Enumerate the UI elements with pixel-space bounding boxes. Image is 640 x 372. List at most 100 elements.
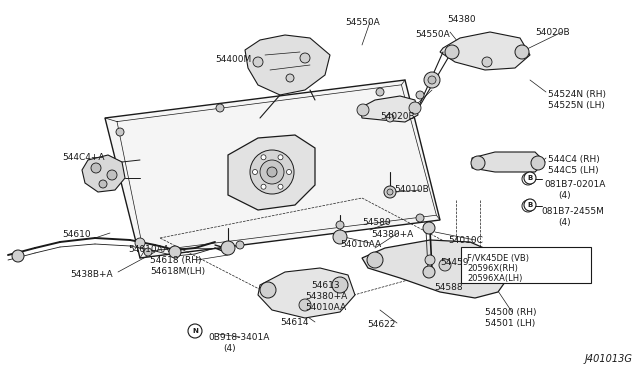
Circle shape — [12, 250, 24, 262]
Circle shape — [107, 170, 117, 180]
Circle shape — [333, 230, 347, 244]
Text: 54400M: 54400M — [215, 55, 252, 64]
Text: F/VK45DE (VB): F/VK45DE (VB) — [467, 254, 529, 263]
Circle shape — [261, 155, 266, 160]
Circle shape — [423, 266, 435, 278]
Circle shape — [425, 255, 435, 265]
Circle shape — [250, 150, 294, 194]
Circle shape — [260, 282, 276, 298]
Text: 544C4 (RH): 544C4 (RH) — [548, 155, 600, 164]
Text: B: B — [527, 202, 532, 208]
Text: 54380+A: 54380+A — [305, 292, 348, 301]
Text: 54580: 54580 — [362, 218, 390, 227]
Circle shape — [384, 186, 396, 198]
Circle shape — [424, 72, 440, 88]
Text: 54550A: 54550A — [415, 30, 450, 39]
Text: 54610: 54610 — [62, 230, 91, 239]
Circle shape — [525, 176, 531, 182]
Text: 54524N (RH): 54524N (RH) — [548, 90, 606, 99]
Circle shape — [482, 57, 492, 67]
Circle shape — [188, 324, 202, 338]
Text: N: N — [192, 328, 198, 334]
Circle shape — [336, 221, 344, 229]
Polygon shape — [472, 152, 545, 172]
Text: 54010AA: 54010AA — [128, 245, 169, 254]
Circle shape — [267, 167, 277, 177]
FancyBboxPatch shape — [461, 247, 591, 283]
Text: 54622: 54622 — [367, 320, 396, 329]
Circle shape — [260, 160, 284, 184]
Text: 54380: 54380 — [447, 15, 476, 24]
Text: 54550A: 54550A — [345, 18, 380, 27]
Text: 54380+A: 54380+A — [371, 230, 413, 239]
Circle shape — [253, 57, 263, 67]
Circle shape — [531, 156, 545, 170]
Text: 54010C: 54010C — [448, 236, 483, 245]
Circle shape — [236, 241, 244, 249]
Polygon shape — [245, 35, 330, 95]
Circle shape — [332, 277, 348, 293]
Text: J401013G: J401013G — [584, 354, 632, 364]
Circle shape — [253, 170, 257, 174]
Polygon shape — [440, 32, 530, 70]
Circle shape — [525, 203, 531, 208]
Circle shape — [91, 163, 101, 173]
Text: (4): (4) — [558, 191, 571, 200]
Circle shape — [524, 199, 536, 211]
Circle shape — [286, 74, 294, 82]
Text: 54020B: 54020B — [535, 28, 570, 37]
Circle shape — [416, 214, 424, 222]
Text: 20596XA(LH): 20596XA(LH) — [467, 274, 522, 283]
Text: 20596X(RH): 20596X(RH) — [467, 264, 518, 273]
Circle shape — [524, 172, 536, 184]
Circle shape — [515, 45, 529, 59]
Text: 54588: 54588 — [434, 283, 463, 292]
Text: 54010AA: 54010AA — [340, 240, 381, 249]
Polygon shape — [360, 96, 418, 122]
Circle shape — [367, 252, 383, 268]
Text: (4): (4) — [558, 218, 571, 227]
Circle shape — [409, 102, 421, 114]
Circle shape — [485, 262, 505, 282]
Circle shape — [169, 246, 181, 258]
Circle shape — [99, 180, 107, 188]
Text: 5438B+A: 5438B+A — [70, 270, 113, 279]
Text: 54618M(LH): 54618M(LH) — [150, 267, 205, 276]
Circle shape — [439, 259, 451, 271]
Circle shape — [522, 173, 534, 185]
Text: 54501 (LH): 54501 (LH) — [485, 319, 535, 328]
Circle shape — [216, 104, 224, 112]
Text: 54010AA: 54010AA — [305, 303, 346, 312]
Polygon shape — [228, 135, 315, 210]
Text: 0B918-3401A: 0B918-3401A — [208, 333, 269, 342]
Polygon shape — [105, 80, 440, 258]
Circle shape — [428, 76, 436, 84]
Circle shape — [522, 200, 534, 212]
Text: 544C5 (LH): 544C5 (LH) — [548, 166, 598, 175]
Circle shape — [416, 91, 424, 99]
Text: 54010B: 54010B — [394, 185, 429, 194]
Circle shape — [490, 267, 500, 277]
Circle shape — [287, 170, 291, 174]
Text: 54614: 54614 — [280, 318, 308, 327]
Circle shape — [423, 222, 435, 234]
Text: 54020B: 54020B — [380, 112, 415, 121]
Circle shape — [386, 114, 394, 122]
Text: 081B7-2455M: 081B7-2455M — [541, 207, 604, 216]
Polygon shape — [258, 268, 355, 318]
Polygon shape — [82, 155, 125, 192]
Circle shape — [261, 184, 266, 189]
Text: 54459: 54459 — [440, 258, 468, 267]
Circle shape — [278, 184, 283, 189]
Polygon shape — [362, 240, 510, 298]
Circle shape — [357, 104, 369, 116]
Circle shape — [278, 155, 283, 160]
Text: 544C4+A: 544C4+A — [62, 153, 104, 162]
Text: 54525N (LH): 54525N (LH) — [548, 101, 605, 110]
Text: (4): (4) — [223, 344, 236, 353]
Circle shape — [471, 156, 485, 170]
Circle shape — [387, 189, 393, 195]
Text: 54618 (RH): 54618 (RH) — [150, 256, 202, 265]
Circle shape — [144, 248, 152, 256]
Circle shape — [300, 53, 310, 63]
